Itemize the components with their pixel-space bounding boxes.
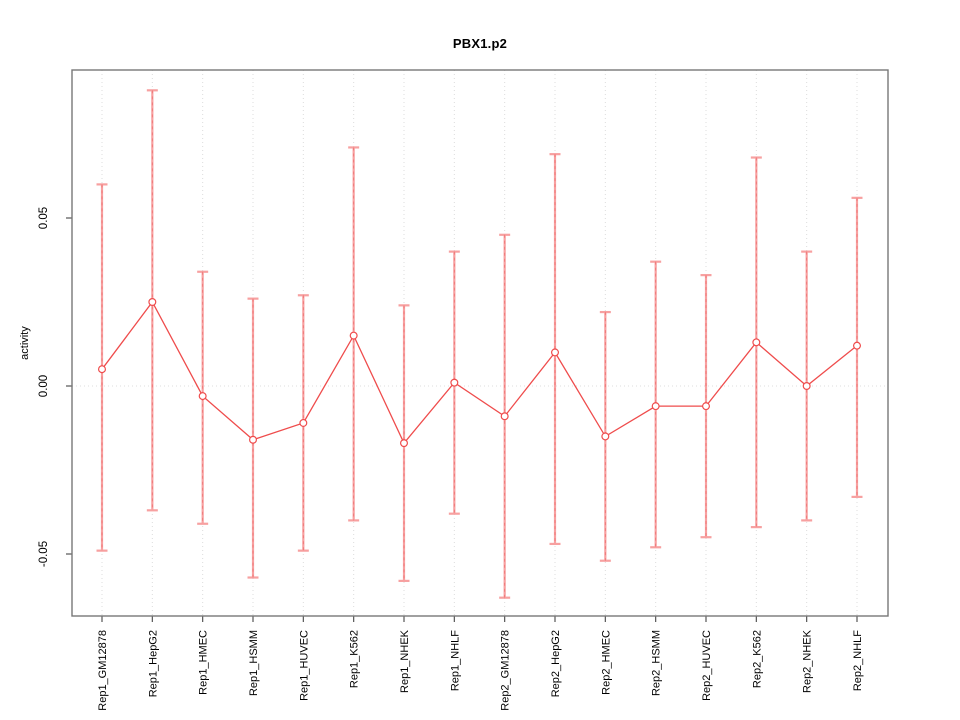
y-tick-label: -0.05: [38, 541, 50, 567]
data-point: [148, 298, 157, 307]
x-tick-label: Rep1_HepG2: [147, 630, 159, 697]
data-point: [651, 402, 660, 411]
data-point: [550, 348, 559, 357]
series-line: [101, 300, 858, 445]
plot-border: [71, 69, 889, 617]
x-tick-label: Rep2_HSMM: [651, 630, 663, 696]
data-point: [601, 432, 610, 441]
x-tick-label: Rep2_HepG2: [550, 630, 562, 697]
data-point: [852, 341, 861, 350]
x-tick-label: Rep1_HUVEC: [298, 630, 310, 701]
data-point: [701, 402, 710, 411]
x-tick-label: Rep1_GM12878: [97, 630, 109, 711]
x-tick-label: Rep2_NHEK: [802, 629, 814, 693]
x-tick-label: Rep2_HMEC: [600, 630, 612, 695]
data-point: [249, 435, 258, 444]
y-tick-label: 0.00: [38, 375, 50, 397]
data-point: [752, 338, 761, 347]
data-point: [97, 365, 106, 374]
x-tick-label: Rep2_HUVEC: [701, 630, 713, 701]
y-tick-label: 0.05: [38, 207, 50, 229]
chart-title: PBX1.p2: [452, 36, 508, 51]
x-tick-label: Rep1_NHLF: [449, 630, 461, 691]
x-tick-label: Rep1_HSMM: [248, 630, 260, 696]
x-tick-label: Rep2_K562: [751, 630, 763, 688]
x-tick-label: Rep1_K562: [349, 630, 361, 688]
data-point: [198, 392, 207, 401]
data-point: [802, 382, 811, 391]
data-point: [450, 378, 459, 387]
data-point: [349, 331, 358, 340]
data-point: [400, 439, 409, 448]
x-tick-label: Rep2_GM12878: [500, 630, 512, 711]
x-tick-label: Rep1_NHEK: [399, 629, 411, 693]
x-tick-label: Rep1_HMEC: [198, 630, 210, 695]
data-point: [299, 418, 308, 427]
x-tick-label: Rep2_NHLF: [852, 630, 864, 691]
data-point: [500, 412, 509, 421]
